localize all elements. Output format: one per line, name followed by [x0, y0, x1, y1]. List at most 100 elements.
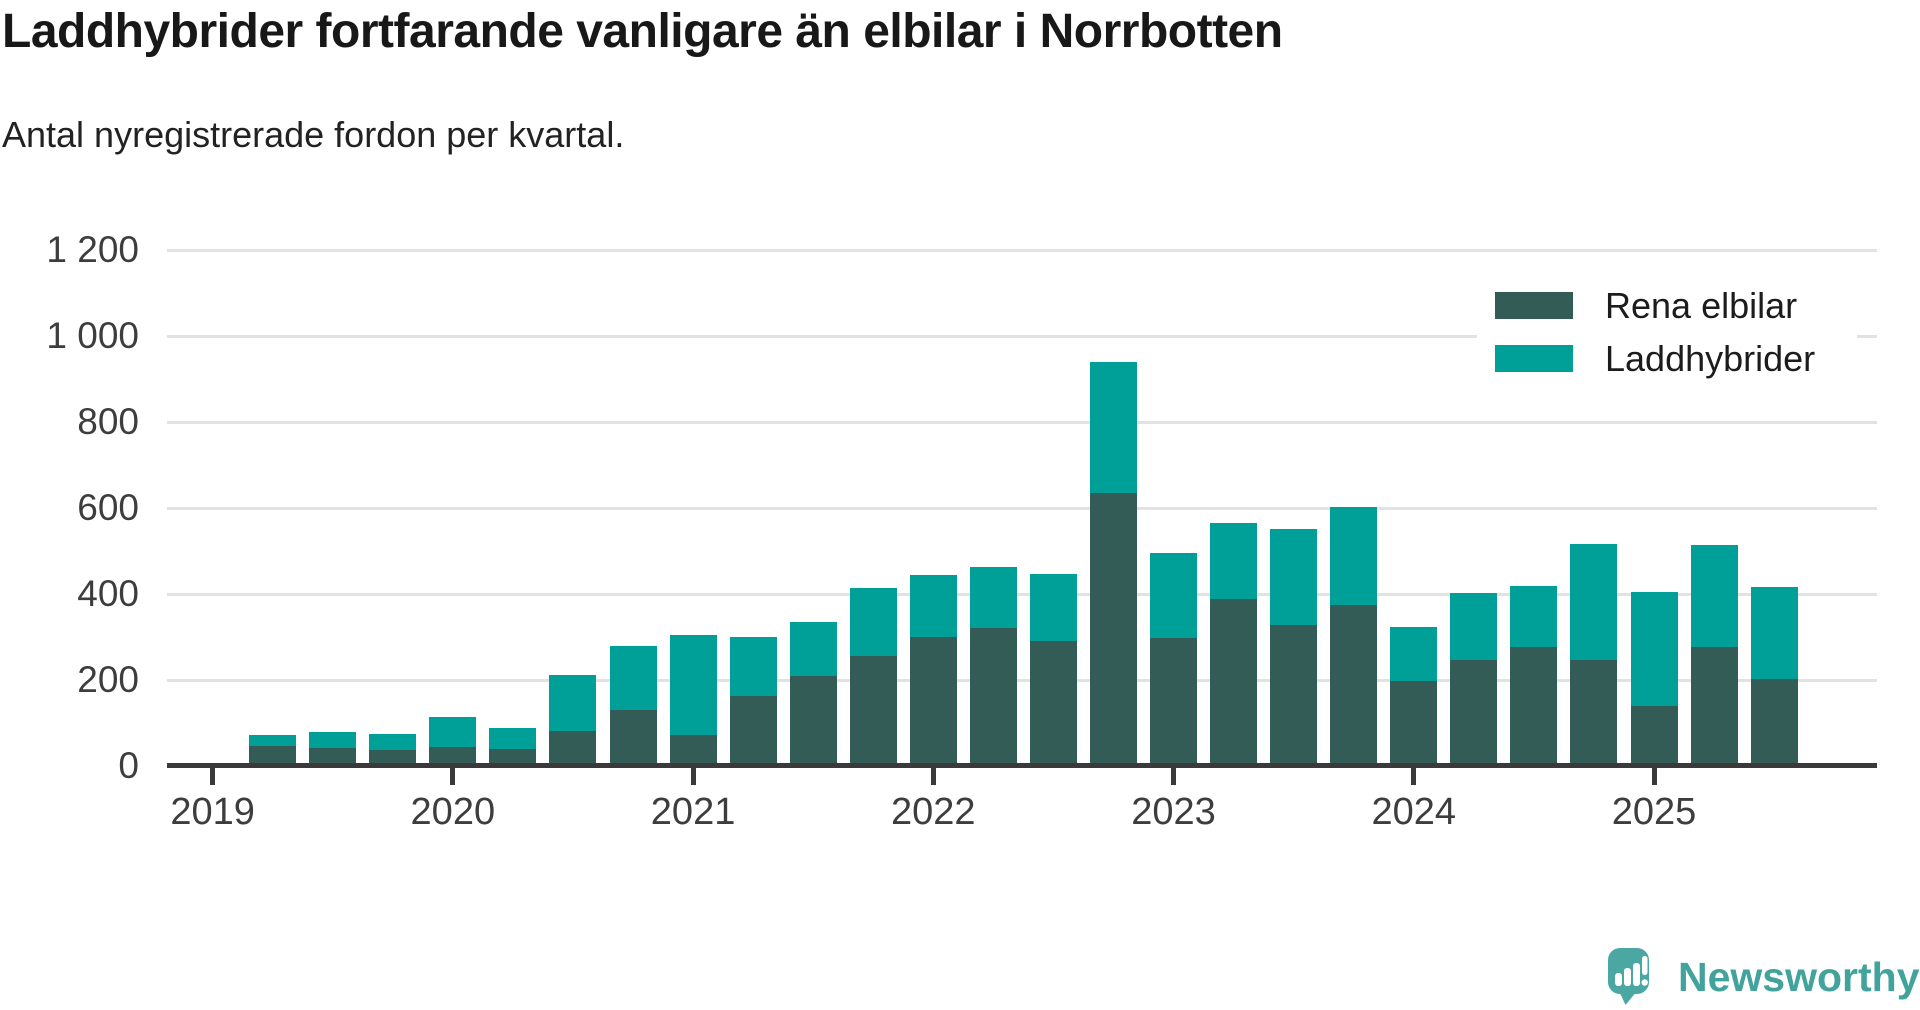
- bar-2023-q2: [1210, 523, 1258, 765]
- gridline-400: [167, 593, 1877, 596]
- x-tick-label-2024: 2024: [1371, 791, 1457, 833]
- gridline-200: [167, 679, 1877, 682]
- y-tick-label-0: 0: [118, 745, 139, 786]
- legend-item-laddhybrider: Laddhybrider: [1495, 338, 1857, 379]
- segment-rena-elbilar: [489, 749, 537, 765]
- segment-rena-elbilar: [1150, 638, 1198, 765]
- x-tick-label-2025: 2025: [1611, 791, 1697, 833]
- x-axis-line: [167, 763, 1877, 768]
- bar-2024-q2: [1450, 593, 1498, 765]
- segment-laddhybrider: [1210, 523, 1258, 599]
- segment-laddhybrider: [1510, 586, 1558, 647]
- chart-title: Laddhybrider fortfarande vanligare än el…: [2, 5, 1283, 58]
- bar-2023-q1: [1150, 553, 1198, 765]
- y-tick-label-1000: 1 000: [46, 315, 139, 356]
- segment-rena-elbilar: [789, 676, 837, 765]
- chart-subtitle: Antal nyregistrerade fordon per kvartal.: [2, 114, 625, 155]
- bar-2022-q1: [909, 575, 957, 765]
- segment-laddhybrider: [429, 717, 477, 747]
- segment-rena-elbilar: [549, 731, 597, 765]
- segment-rena-elbilar: [909, 637, 957, 765]
- bar-2020-q2: [489, 728, 537, 765]
- bar-2021-q3: [789, 622, 837, 765]
- bar-2024-q4: [1570, 544, 1618, 765]
- legend: Rena elbilar Laddhybrider: [1477, 262, 1857, 398]
- segment-laddhybrider: [1690, 545, 1738, 647]
- bar-2019-q4: [369, 734, 417, 765]
- segment-rena-elbilar: [1210, 599, 1258, 765]
- newsworthy-logo: Newsworthy: [1608, 948, 1920, 1006]
- segment-rena-elbilar: [1750, 679, 1798, 765]
- newsworthy-speech-bubble-bar-chart-icon: [1608, 948, 1649, 1005]
- y-tick-label-800: 800: [77, 401, 139, 442]
- segment-rena-elbilar: [669, 735, 717, 765]
- segment-rena-elbilar: [1690, 647, 1738, 765]
- legend-swatch-laddhybrider: [1495, 345, 1573, 372]
- bar-2021-q1: [669, 635, 717, 765]
- bar-2023-q3: [1270, 529, 1318, 765]
- segment-laddhybrider: [1630, 592, 1678, 706]
- segment-rena-elbilar: [1330, 605, 1378, 765]
- segment-laddhybrider: [1570, 544, 1618, 660]
- segment-laddhybrider: [669, 635, 717, 735]
- x-tick-2019: [210, 766, 216, 785]
- segment-laddhybrider: [1450, 593, 1498, 660]
- bar-2019-q2: [249, 735, 297, 765]
- segment-laddhybrider: [969, 567, 1017, 628]
- x-tick-label-2021: 2021: [650, 791, 736, 833]
- segment-laddhybrider: [489, 728, 537, 749]
- segment-rena-elbilar: [1270, 625, 1318, 765]
- x-tick-2021: [690, 766, 696, 785]
- x-tick-label-2023: 2023: [1131, 791, 1216, 833]
- segment-rena-elbilar: [1630, 706, 1678, 765]
- bar-2025-q1: [1630, 592, 1678, 765]
- segment-laddhybrider: [1750, 587, 1798, 679]
- y-tick-label-200: 200: [77, 659, 139, 700]
- bar-2023-q4: [1330, 507, 1378, 765]
- segment-laddhybrider: [1150, 553, 1198, 638]
- x-tick-label-2020: 2020: [410, 791, 496, 833]
- segment-laddhybrider: [549, 675, 597, 731]
- legend-swatch-rena-elbilar: [1495, 292, 1573, 319]
- x-tick-label-2022: 2022: [891, 791, 976, 833]
- segment-rena-elbilar: [369, 750, 417, 765]
- gridline-1200: [167, 249, 1877, 252]
- segment-rena-elbilar: [1390, 681, 1438, 765]
- x-tick-2023: [1171, 766, 1177, 785]
- segment-laddhybrider: [1270, 529, 1318, 625]
- segment-laddhybrider: [789, 622, 837, 676]
- bar-2025-q3: [1750, 587, 1798, 765]
- bar-2021-q2: [729, 637, 777, 765]
- bar-2024-q3: [1510, 586, 1558, 765]
- segment-rena-elbilar: [1450, 660, 1498, 765]
- gridline-600: [167, 507, 1877, 510]
- segment-rena-elbilar: [309, 748, 357, 765]
- legend-label-rena-elbilar: Rena elbilar: [1605, 285, 1798, 326]
- segment-laddhybrider: [369, 734, 417, 750]
- segment-laddhybrider: [849, 588, 897, 656]
- y-tick-label-1200: 1 200: [46, 229, 139, 270]
- legend-item-rena-elbilar: Rena elbilar: [1495, 285, 1857, 326]
- bar-2025-q2: [1690, 545, 1738, 765]
- bar-2021-q4: [849, 588, 897, 765]
- segment-laddhybrider: [309, 732, 357, 748]
- segment-laddhybrider: [609, 646, 657, 710]
- x-tick-2020: [450, 766, 456, 785]
- segment-rena-elbilar: [1510, 647, 1558, 765]
- segment-laddhybrider: [729, 637, 777, 696]
- segment-laddhybrider: [1090, 362, 1137, 493]
- y-tick-label-400: 400: [77, 573, 139, 614]
- segment-laddhybrider: [249, 735, 297, 746]
- bar-2022-q4: [1090, 362, 1137, 765]
- legend-label-laddhybrider: Laddhybrider: [1605, 338, 1816, 379]
- x-tick-2025: [1651, 766, 1657, 785]
- bar-2022-q3: [1029, 574, 1077, 765]
- segment-rena-elbilar: [729, 696, 777, 765]
- brand-name: Newsworthy: [1678, 953, 1920, 1000]
- segment-rena-elbilar: [1090, 493, 1137, 765]
- bar-2022-q2: [969, 567, 1017, 765]
- segment-rena-elbilar: [249, 746, 297, 765]
- x-tick-2022: [930, 766, 936, 785]
- gridline-800: [167, 421, 1877, 424]
